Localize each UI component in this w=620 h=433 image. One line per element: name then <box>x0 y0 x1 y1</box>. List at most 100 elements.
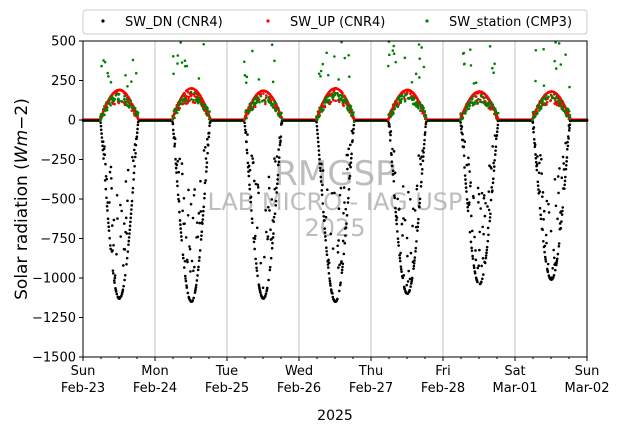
sw-station-point <box>171 55 175 58</box>
sw-dn-point <box>461 138 465 142</box>
sw-dn-point <box>252 240 256 244</box>
sw-station-point <box>334 91 337 95</box>
sw-dn-point <box>331 292 334 295</box>
sw-dn-point <box>565 163 568 167</box>
sw-station-point <box>337 78 340 81</box>
sw-station-point <box>321 62 325 66</box>
sw-dn-point <box>352 127 355 131</box>
x-axis-label: 2025 <box>317 408 353 424</box>
sw-dn-point <box>178 157 182 161</box>
sw-dn-point <box>101 140 105 143</box>
sw-dn-point <box>487 190 491 193</box>
sw-dn-point <box>565 156 569 159</box>
sw-station-point <box>477 97 480 101</box>
legend-marker-sw-dn <box>101 19 105 23</box>
sw-dn-point <box>135 135 139 138</box>
sw-dn-point <box>245 148 249 152</box>
sw-dn-point <box>325 246 328 249</box>
sw-dn-point <box>467 156 470 160</box>
sw-dn-point <box>336 297 339 301</box>
sw-dn-point <box>135 137 138 140</box>
sw-dn-point <box>119 235 122 238</box>
sw-station-point <box>469 64 473 67</box>
sw-dn-point <box>199 210 203 213</box>
sw-dn-point <box>104 162 107 166</box>
sw-dn-point <box>111 249 114 252</box>
sw-station-point <box>204 103 207 107</box>
sw-dn-point <box>173 144 176 148</box>
sw-dn-point <box>470 229 474 233</box>
sw-dn-point <box>391 147 394 151</box>
sw-dn-point <box>495 130 499 134</box>
sw-dn-point <box>556 217 559 221</box>
watermark-line-3: 2025 <box>304 214 365 242</box>
sw-station-point <box>130 80 133 83</box>
sw-dn-point <box>277 156 281 159</box>
sw-dn-point <box>543 255 547 259</box>
sw-dn-point <box>175 171 178 174</box>
sw-dn-point <box>536 155 539 158</box>
sw-up-point <box>342 104 346 108</box>
sw-dn-point <box>125 263 128 266</box>
x-tick-day-0: Sun <box>71 364 96 379</box>
sw-dn-point <box>206 143 210 147</box>
y-tick-label-7: −1250 <box>32 311 76 326</box>
sw-dn-point <box>337 239 340 242</box>
sw-dn-point <box>134 143 138 147</box>
sw-dn-point <box>315 120 318 124</box>
sw-dn-point <box>266 235 270 238</box>
sw-dn-point <box>328 277 331 280</box>
sw-dn-point <box>400 222 404 226</box>
sw-dn-point <box>564 141 567 145</box>
sw-dn-point <box>489 198 493 202</box>
sw-station-point <box>554 41 557 44</box>
sw-dn-point <box>268 209 271 212</box>
sw-dn-point <box>554 263 558 267</box>
sw-dn-point <box>180 239 183 242</box>
sw-dn-point <box>259 291 262 295</box>
sw-dn-point <box>483 261 487 265</box>
sw-station-point <box>488 45 492 48</box>
sw-dn-point <box>410 278 414 282</box>
sw-dn-point <box>120 209 123 213</box>
sw-dn-point <box>194 283 198 287</box>
sw-dn-point <box>129 216 133 220</box>
sw-dn-point <box>201 218 205 221</box>
sw-dn-point <box>263 255 266 259</box>
sw-dn-point <box>342 211 345 215</box>
sw-station-point <box>463 62 466 66</box>
sw-station-point <box>492 71 495 75</box>
sw-dn-point <box>488 219 492 223</box>
sw-dn-point <box>471 254 474 258</box>
sw-dn-point <box>405 236 409 240</box>
sw-dn-point <box>546 262 550 266</box>
sw-dn-point <box>330 191 334 195</box>
sw-dn-point <box>391 169 395 173</box>
sw-up-point <box>334 99 338 103</box>
sw-dn-point <box>393 194 396 197</box>
sw-dn-point <box>338 193 342 197</box>
sw-station-point <box>100 64 103 68</box>
sw-dn-point <box>274 160 277 163</box>
sw-up-point <box>178 106 182 110</box>
sw-dn-point <box>115 194 119 197</box>
sw-dn-point <box>322 210 325 214</box>
sw-dn-point <box>417 154 421 157</box>
sw-dn-point <box>536 180 540 184</box>
x-tick-day-5: Fri <box>435 364 451 379</box>
sw-dn-point <box>412 267 415 270</box>
sw-station-point <box>333 55 336 58</box>
sw-dn-point <box>534 153 537 156</box>
sw-dn-point <box>537 188 540 191</box>
sw-dn-point <box>415 240 418 243</box>
sw-dn-point <box>421 155 425 158</box>
sw-dn-point <box>273 157 276 160</box>
sw-station-point <box>391 49 395 52</box>
sw-dn-point <box>536 184 540 187</box>
sw-station-point <box>175 108 178 112</box>
sw-dn-point <box>424 122 428 126</box>
sw-dn-point <box>322 215 326 218</box>
sw-up-point <box>257 98 261 101</box>
sw-dn-point <box>466 205 470 209</box>
sw-station-point <box>196 101 200 105</box>
